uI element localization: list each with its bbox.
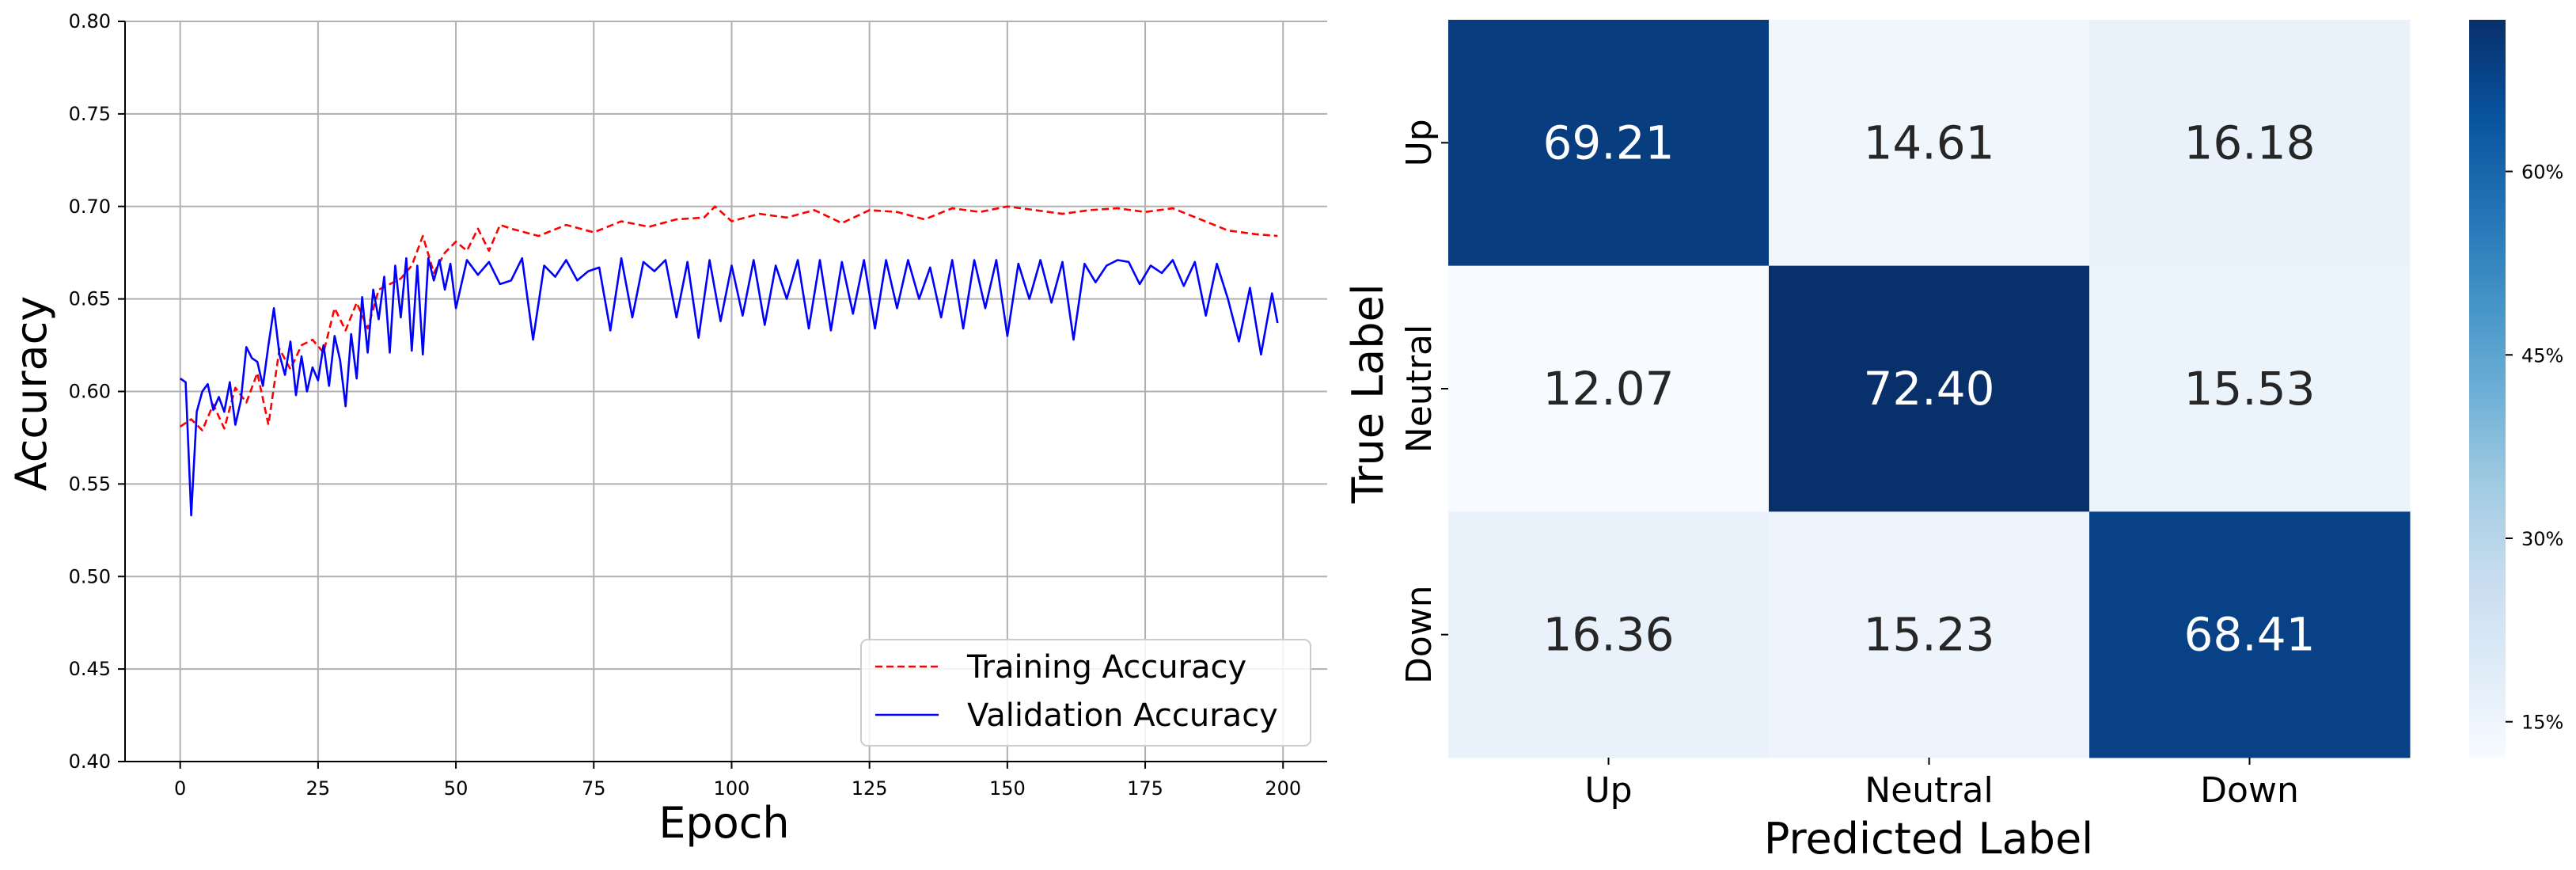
legend-label: Validation Accuracy [967, 697, 1278, 734]
heatmap-cell-value: 14.61 [1863, 116, 1994, 169]
legend-box [860, 639, 1311, 747]
heatmap-cell [2089, 511, 2411, 758]
x-tick-label: 125 [852, 777, 888, 800]
heatmap-cell [2089, 265, 2411, 512]
heatmap-x-tick-label: Up [1584, 770, 1632, 811]
colorbar-tick-label: 30% [2521, 528, 2563, 550]
heatmap-cell-value: 12.07 [1542, 362, 1674, 416]
colorbar: 15% 30% 45% 60% [2469, 20, 2563, 758]
x-tick-label: 175 [1127, 777, 1163, 800]
y-tick-label: 0.75 [69, 103, 111, 125]
series-line [179, 205, 1278, 431]
heatmap-cell-value: 15.53 [2183, 362, 2315, 416]
heatmap-cell-value: 69.21 [1542, 116, 1674, 169]
heatmap-y-tick-label: Down [1399, 585, 1440, 684]
heatmap-cell [1448, 265, 1770, 512]
heatmap-cell-value: 16.18 [2183, 116, 2315, 169]
heatmap-x-tick-label: Down [2200, 770, 2299, 811]
x-tick-label: 50 [444, 777, 469, 800]
x-tick-label: 25 [306, 777, 331, 800]
accuracy-line-chart: 0 25 50 75 100 125 150 175 200 0.40 0.45 0.50 0.55 0.… [6, 10, 1327, 848]
colorbar-tick-label: 45% [2521, 344, 2563, 367]
heatmap-cell [1769, 511, 2090, 758]
line-chart-series [179, 205, 1279, 517]
heatmap-cell-value: 15.23 [1863, 608, 1994, 662]
heatmap-cell [1448, 511, 1770, 758]
heatmap-y-tick-label: Neutral [1399, 325, 1440, 453]
y-tick-label: 0.40 [69, 750, 111, 773]
heatmap-cell-value: 16.36 [1542, 608, 1674, 662]
line-chart-grid [125, 21, 1327, 762]
colorbar-tick-label: 15% [2521, 712, 2563, 734]
x-tick-label: 0 [174, 777, 186, 800]
x-axis-label: Epoch [658, 798, 789, 848]
line-chart-legend: Training Accuracy Validation Accuracy [860, 639, 1311, 747]
x-tick-label: 200 [1265, 777, 1301, 800]
colorbar-tick-label: 60% [2521, 161, 2563, 184]
heatmap-y-tick-label: Up [1399, 119, 1440, 166]
y-axis-label: Accuracy [6, 296, 56, 492]
heatmap-cell-value: 68.41 [2183, 608, 2315, 662]
colorbar-gradient [2469, 20, 2506, 758]
heatmap-cell [1769, 20, 2090, 267]
y-tick-label: 0.50 [69, 565, 111, 587]
heatmap-y-axis-label: True Label [1343, 283, 1393, 504]
heatmap-cell [1448, 20, 1770, 267]
heatmap-cells: 69.21 14.61 16.18 12.07 72.40 15.53 16.36 15.23… [1448, 20, 2411, 758]
heatmap-cell [2089, 20, 2411, 267]
colorbar-ticks: 15% 30% 45% 60% [2506, 161, 2563, 734]
heatmap-cell [1769, 265, 2090, 512]
x-tick-label: 75 [582, 777, 606, 800]
heatmap-ticks: Up Neutral Down Up Neutral Down [1399, 119, 2299, 811]
x-tick-label: 100 [714, 777, 750, 800]
x-tick-label: 150 [989, 777, 1026, 800]
heatmap-x-tick-label: Neutral [1865, 770, 1993, 811]
y-tick-label: 0.70 [69, 196, 111, 218]
y-tick-label: 0.60 [69, 381, 111, 403]
y-tick-label: 0.55 [69, 473, 111, 495]
confusion-matrix-heatmap: 69.21 14.61 16.18 12.07 72.40 15.53 16.36 15.23… [1343, 20, 2411, 864]
line-chart-ticks: 0 25 50 75 100 125 150 175 200 0.40 0.45 0.50 0.55 0.… [69, 10, 1302, 800]
heatmap-cell-value: 72.40 [1863, 362, 1994, 416]
heatmap-x-axis-label: Predicted Label [1764, 814, 2093, 864]
y-tick-label: 0.45 [69, 658, 111, 680]
legend-label: Training Accuracy [966, 649, 1246, 686]
y-tick-label: 0.80 [69, 10, 111, 32]
y-tick-label: 0.65 [69, 288, 111, 310]
series-line [179, 256, 1279, 517]
